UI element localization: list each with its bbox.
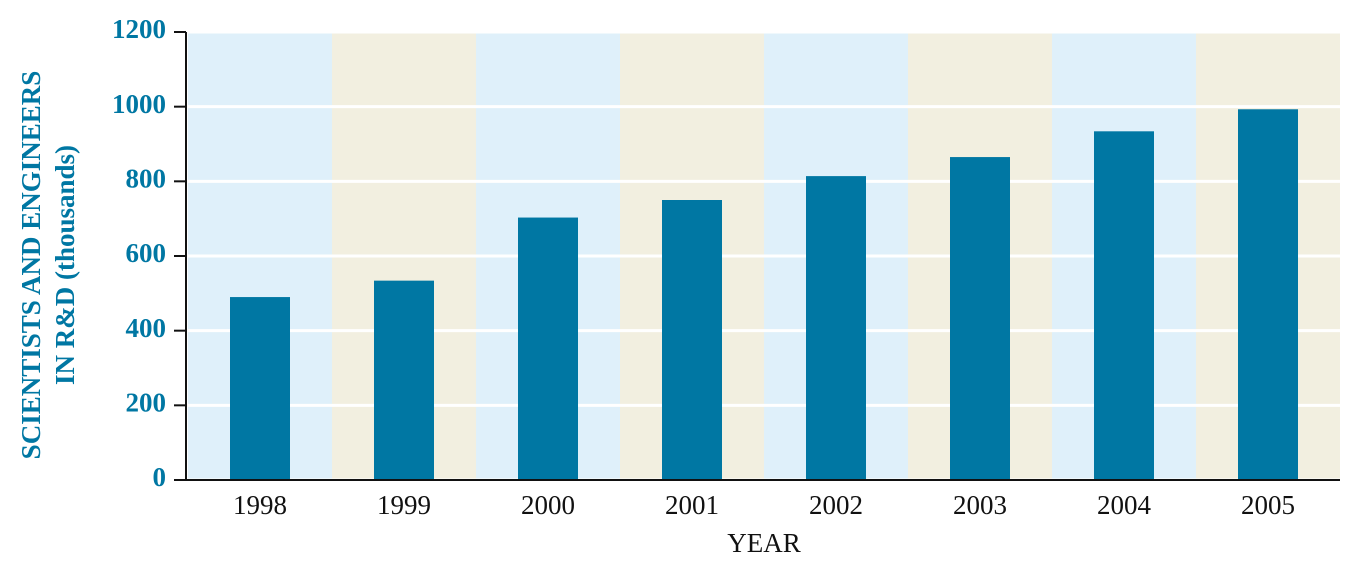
y-axis-label-line: SCIENTISTS AND ENGINEERS bbox=[16, 71, 46, 460]
x-tick-label: 1999 bbox=[377, 490, 431, 520]
x-axis-label: YEAR bbox=[727, 528, 801, 558]
y-axis-label-line: IN R&D (thousands) bbox=[50, 145, 80, 385]
y-tick-label: 200 bbox=[126, 388, 167, 418]
y-tick-label: 0 bbox=[153, 462, 167, 492]
x-tick-label: 2003 bbox=[953, 490, 1007, 520]
bar bbox=[1238, 109, 1298, 480]
bar bbox=[662, 200, 722, 480]
y-tick-label: 1200 bbox=[112, 14, 166, 44]
bar bbox=[374, 280, 434, 480]
x-tick-label: 2002 bbox=[809, 490, 863, 520]
x-tick-label: 2004 bbox=[1097, 490, 1152, 520]
x-tick-label: 2001 bbox=[665, 490, 719, 520]
y-tick-label: 1000 bbox=[112, 89, 166, 119]
bar bbox=[518, 217, 578, 480]
bar bbox=[1094, 131, 1154, 480]
y-tick-label: 800 bbox=[126, 164, 167, 194]
bar bbox=[806, 176, 866, 480]
bar bbox=[230, 297, 290, 480]
x-tick-label: 1998 bbox=[233, 490, 287, 520]
bar bbox=[950, 157, 1010, 481]
y-tick-label: 600 bbox=[126, 238, 167, 268]
x-tick-label: 2005 bbox=[1241, 490, 1295, 520]
x-tick-label: 2000 bbox=[521, 490, 575, 520]
y-axis-label: SCIENTISTS AND ENGINEERS IN R&D (thousan… bbox=[16, 71, 80, 460]
y-tick-label: 400 bbox=[126, 313, 167, 343]
